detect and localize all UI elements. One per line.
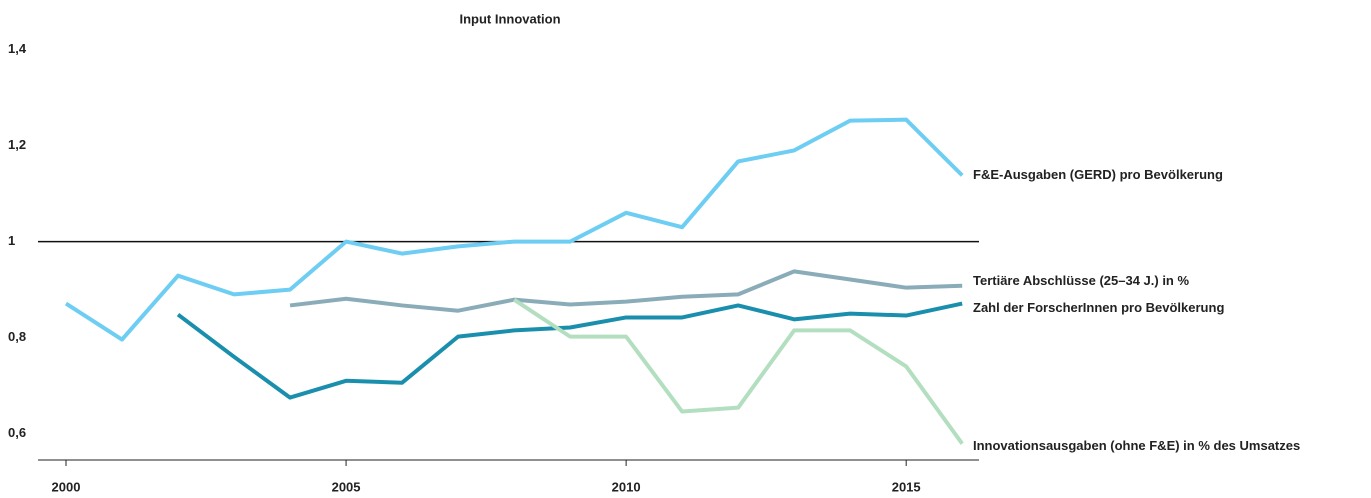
y-tick-label: 0,6 (8, 425, 26, 440)
series-line (64, 117, 964, 342)
series-label: F&E-Ausgaben (GERD) pro Bevölkerung (973, 167, 1223, 182)
y-tick-label: 1,4 (8, 41, 27, 56)
series-line (176, 301, 963, 400)
series-label: Tertiäre Abschlüsse (25–34 J.) in % (973, 273, 1189, 288)
series-label: Innovationsausgaben (ohne F&E) in % des … (973, 438, 1300, 453)
series-line (512, 298, 964, 445)
x-tick-label: 2010 (612, 479, 641, 494)
series-label: Zahl der ForscherInnen pro Bevölkerung (973, 300, 1224, 315)
y-tick-label: 1,2 (8, 137, 26, 152)
x-tick-label: 2000 (52, 479, 81, 494)
y-tick-label: 1 (8, 233, 15, 248)
x-tick-label: 2005 (332, 479, 361, 494)
x-tick-label: 2015 (892, 479, 921, 494)
y-tick-label: 0,8 (8, 329, 26, 344)
chart-title: Input Innovation (459, 11, 560, 26)
series-line (289, 269, 963, 313)
